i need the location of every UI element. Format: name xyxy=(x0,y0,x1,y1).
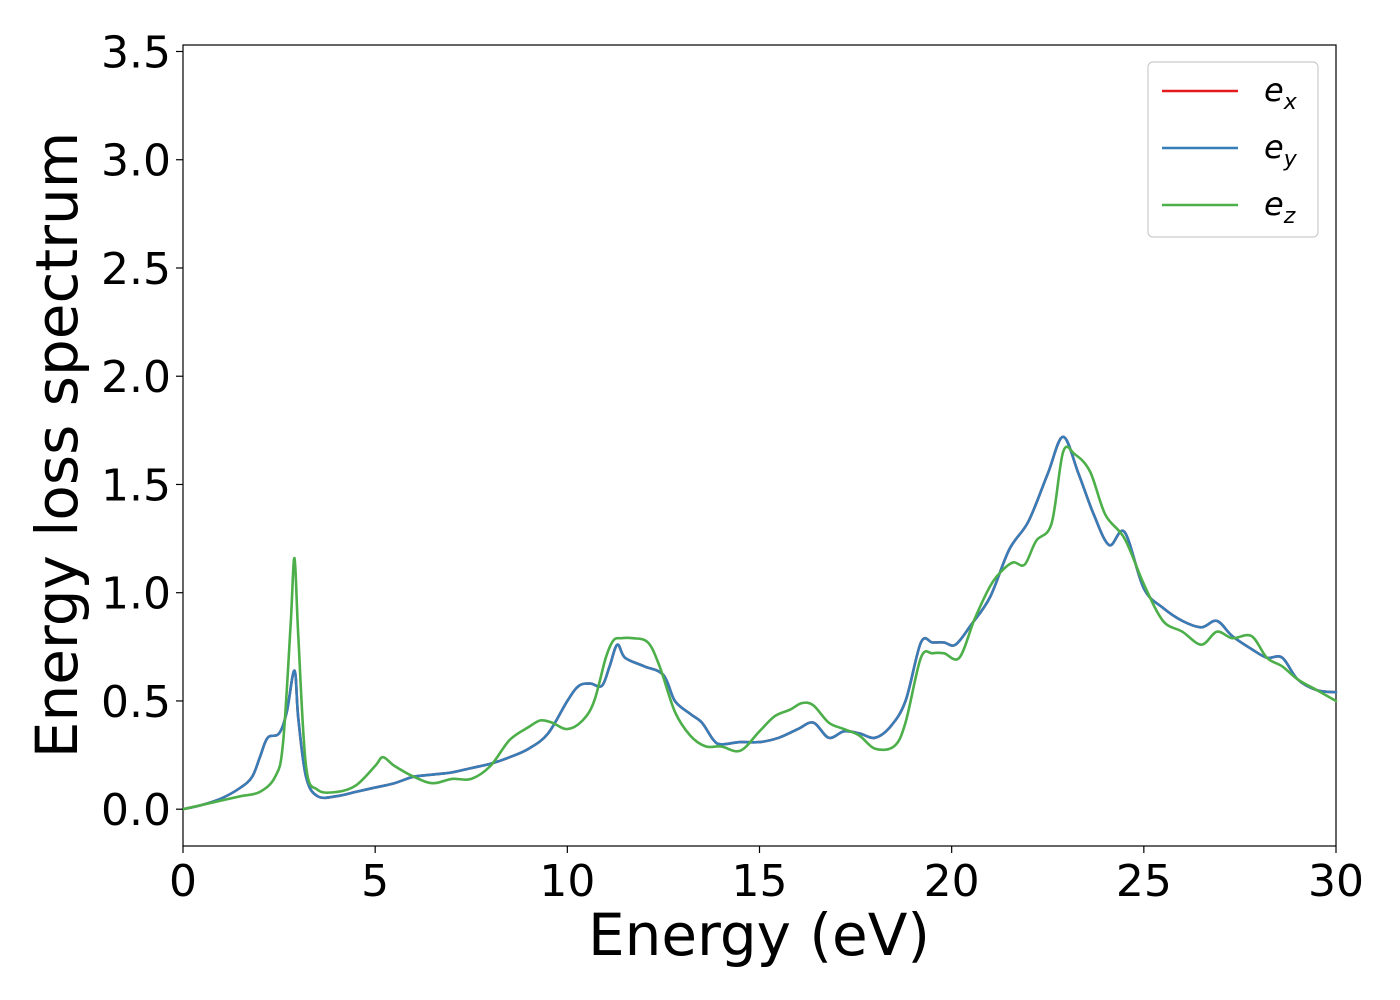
x-tick-label: 25 xyxy=(1116,856,1172,907)
y-tick-label: 1.5 xyxy=(101,460,171,511)
x-tick-label: 15 xyxy=(732,856,788,907)
y-tick-label: 2.0 xyxy=(101,352,171,403)
series-line-z xyxy=(181,445,1338,811)
x-tick-label: 0 xyxy=(169,856,197,907)
legend-label-z: ez xyxy=(1264,185,1296,229)
y-tick-label: 2.5 xyxy=(101,244,171,295)
x-tick-label: 30 xyxy=(1308,856,1364,907)
y-tick-label: 1.0 xyxy=(101,569,171,620)
x-tick-label: 5 xyxy=(361,856,389,907)
legend-label-y: ey xyxy=(1264,128,1298,172)
y-tick-label: 0.0 xyxy=(101,785,171,836)
x-tick-label: 10 xyxy=(539,856,595,907)
series-lines xyxy=(181,435,1338,811)
x-tick-label: 20 xyxy=(924,856,980,907)
legend-label-x: ex xyxy=(1264,71,1298,115)
series-line-x xyxy=(181,435,1338,811)
y-tick-label: 0.5 xyxy=(101,677,171,728)
x-axis-ticks: 0 5 10 15 20 25 30 xyxy=(169,846,1364,907)
y-axis-ticks: 0.0 0.5 1.0 1.5 2.0 2.5 3.0 3.5 xyxy=(101,27,183,836)
y-axis-title: Energy loss spectrum xyxy=(23,132,91,758)
legend-box xyxy=(1147,61,1319,238)
legend: ex ey ez xyxy=(1147,61,1319,238)
series-line-y xyxy=(181,435,1338,811)
x-axis-title: Energy (eV) xyxy=(588,901,930,969)
y-tick-label: 3.5 xyxy=(101,27,171,78)
y-tick-label: 3.0 xyxy=(101,136,171,187)
